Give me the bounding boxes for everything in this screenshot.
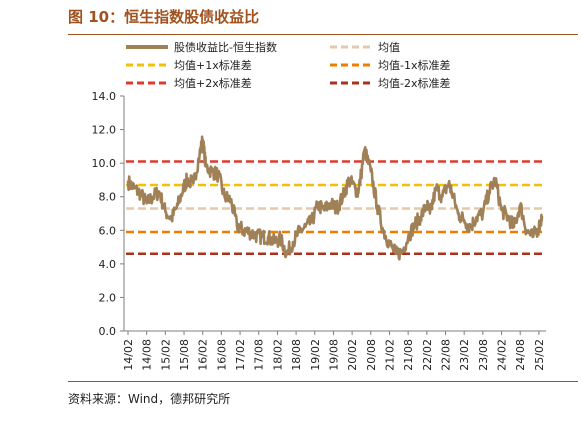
x-tick-label-19: 23/08: [477, 339, 490, 371]
x-tick-label-15: 21/08: [402, 339, 415, 371]
source-note: 资料来源：Wind，德邦研究所: [68, 392, 231, 406]
x-tick-label-10: 19/02: [309, 339, 322, 371]
legend-label-1: 均值: [378, 41, 400, 54]
x-tick-label-0: 14/02: [122, 339, 135, 371]
x-tick-label-11: 19/08: [327, 339, 340, 371]
legend-label-0: 股债收益比-恒生指数: [174, 40, 277, 54]
y-tick-label-3: 6.0: [99, 224, 117, 237]
y-tick-label-1: 2.0: [99, 291, 117, 304]
x-tick-label-4: 16/02: [197, 339, 210, 371]
x-tick-label-21: 24/08: [514, 339, 527, 371]
y-tick-label-2: 4.0: [99, 258, 117, 271]
x-tick-label-13: 20/08: [365, 339, 378, 371]
legend-label-4: 均值+2x标准差: [174, 76, 252, 90]
x-tick-label-18: 23/02: [458, 339, 471, 371]
x-tick-label-17: 22/08: [440, 339, 453, 371]
plot-area: [126, 135, 544, 261]
x-tick-label-16: 22/02: [421, 339, 434, 371]
legend-label-2: 均值+1x标准差: [174, 58, 252, 72]
series-line: [126, 135, 544, 261]
x-tick-label-22: 25/02: [533, 339, 546, 371]
x-tick-label-7: 17/08: [253, 339, 266, 371]
x-tick-label-20: 24/02: [496, 339, 509, 371]
x-tick-label-14: 21/02: [383, 339, 396, 371]
y-tick-label-7: 14.0: [92, 90, 117, 103]
x-tick-label-12: 20/02: [346, 339, 359, 371]
legend-label-3: 均值-1x标准差: [378, 58, 450, 72]
x-tick-label-9: 18/08: [290, 339, 303, 371]
axes: 0.0 2.0 4.0 6.0 8.0 10.0 12.0 14.0 14/02 14/08 15/…: [92, 90, 546, 371]
y-tick-label-0: 0.0: [99, 325, 117, 338]
y-tick-label-6: 12.0: [92, 124, 117, 137]
x-tick-label-1: 14/08: [141, 339, 154, 371]
x-tick-label-5: 16/08: [215, 339, 228, 371]
y-tick-label-4: 8.0: [99, 191, 117, 204]
title-rule: [68, 34, 578, 35]
source-rule: [68, 381, 578, 382]
x-tick-label-6: 17/02: [234, 339, 247, 371]
y-tick-label-5: 10.0: [92, 157, 117, 170]
x-tick-label-8: 18/02: [271, 339, 284, 371]
figure-title: 图 10：恒生指数股债收益比: [68, 8, 260, 26]
x-tick-label-2: 15/02: [159, 339, 172, 371]
legend-label-5: 均值-2x标准差: [378, 76, 450, 90]
x-tick-label-3: 15/08: [178, 339, 191, 371]
